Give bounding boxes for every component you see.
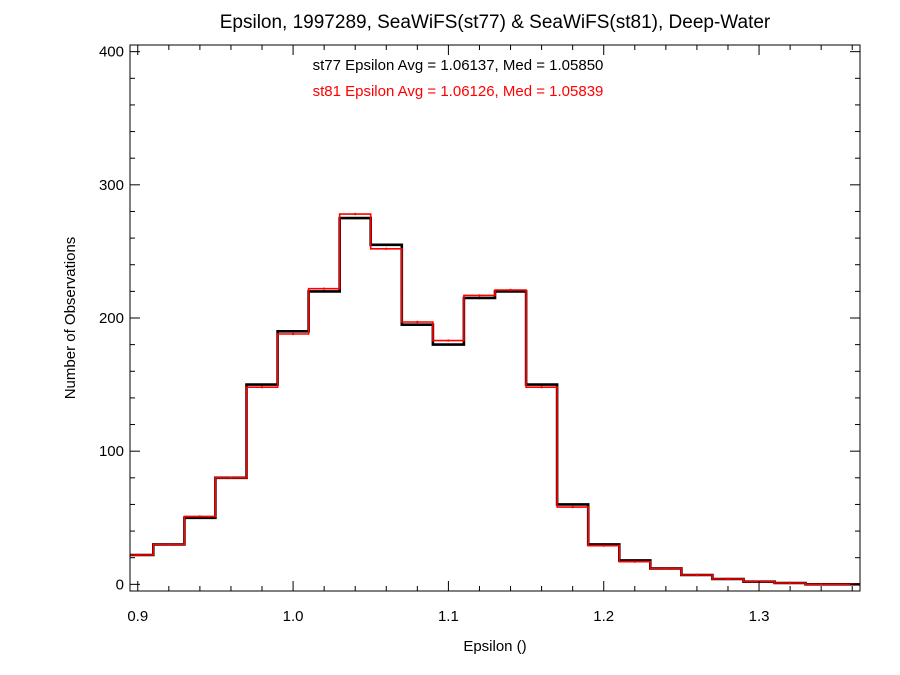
plot-frame [129, 44, 861, 592]
series-line-0 [130, 216, 860, 586]
series-1-point-11 [478, 294, 481, 297]
series-1-point-21 [788, 581, 792, 585]
series-1-point-16 [633, 560, 636, 563]
series-0-point-10 [447, 343, 450, 346]
y-tick-label: 300 [99, 177, 124, 194]
y-tick-label: 200 [99, 310, 124, 327]
y-tick-label: 100 [99, 443, 124, 460]
series-0-point-5 [291, 330, 295, 333]
annotation-st77: st77 Epsilon Avg = 1.06137, Med = 1.0585… [313, 57, 604, 74]
series-1-point-5 [291, 332, 295, 336]
x-axis-label: Epsilon () [463, 638, 526, 655]
series-1-point-14 [571, 505, 574, 509]
series-0-point-9 [416, 323, 419, 326]
series-1-point-6 [322, 287, 326, 290]
series-1-point-18 [695, 573, 699, 577]
series-1-point-0 [136, 553, 139, 557]
series-1-point-15 [602, 544, 605, 547]
series-1-point-8 [385, 247, 388, 250]
series-0-point-6 [322, 290, 326, 293]
series-0-point-7 [354, 216, 357, 220]
x-tick-label: 0.9 [127, 608, 148, 625]
series-1-point-2 [198, 515, 202, 518]
series-1-point-3 [229, 476, 233, 479]
x-axis-ticks: 0.9 1.0 1.1 1.2 1.3 [127, 45, 853, 625]
x-tick-label: 1.3 [749, 608, 770, 625]
x-tick-label: 1.1 [438, 608, 459, 625]
series-1-point-17 [664, 567, 668, 570]
series-0-point-13 [540, 383, 543, 386]
series-1-point-13 [540, 386, 543, 389]
x-tick-label: 1.2 [593, 608, 614, 625]
x-tick-label: 1.0 [283, 608, 304, 625]
series-1-point-1 [167, 543, 170, 546]
y-tick-label: 400 [99, 44, 124, 61]
series-1-point-4 [260, 386, 264, 389]
series-1-point-9 [416, 320, 419, 324]
y-axis-label: Number of Observations [62, 237, 79, 400]
series-1-point-7 [354, 212, 357, 216]
series-1-point-19 [726, 577, 730, 581]
series-0-point-11 [478, 296, 481, 300]
y-tick-label: 0 [116, 576, 124, 593]
series-0-point-14 [571, 503, 574, 506]
series-0-point-8 [385, 243, 388, 246]
annotation-st81: st81 Epsilon Avg = 1.06126, Med = 1.0583… [313, 83, 604, 100]
series-1-point-12 [509, 288, 512, 292]
series-1-point-22 [820, 583, 823, 586]
series-1-point-10 [447, 339, 450, 342]
series-line-1 [130, 213, 860, 586]
series-0-point-4 [260, 383, 264, 386]
chart-title: Epsilon, 1997289, SeaWiFS(st77) & SeaWiF… [220, 12, 771, 33]
series-layer [130, 212, 860, 586]
y-axis-ticks: 0 100 200 300 400 [99, 44, 860, 593]
